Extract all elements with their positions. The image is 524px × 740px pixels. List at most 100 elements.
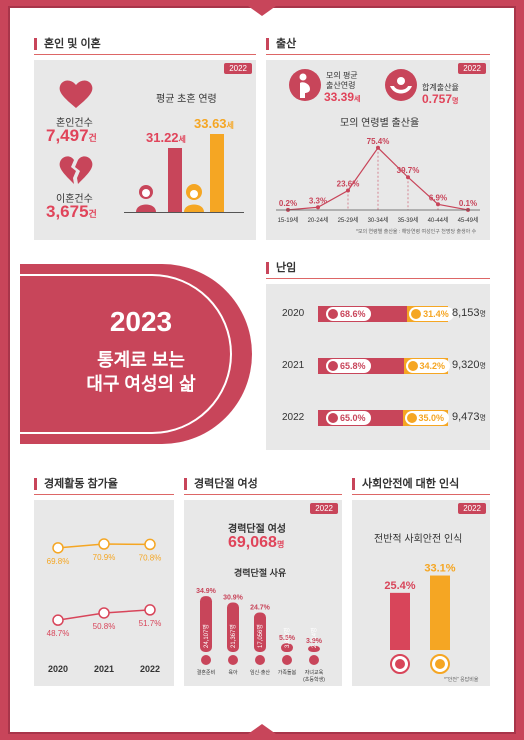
reason-icon: [255, 655, 265, 665]
data-label: 23.6%: [337, 180, 360, 189]
broken-heart-icon: [59, 156, 93, 184]
birth-chart-title: 모의 연령별 출산율: [340, 118, 420, 129]
x-tick-label: 육아: [228, 669, 238, 676]
groom-icon: [136, 185, 156, 212]
x-tick-label: 자녀교육: [305, 669, 324, 676]
marriage-divider: [34, 54, 256, 55]
infertility-year: 2020: [282, 308, 305, 319]
x-tick-label: 25-29세: [338, 216, 359, 224]
data-point: [316, 205, 320, 210]
count-label: 17,056명: [256, 624, 264, 648]
career-divider: [184, 494, 342, 495]
fertility-unit: 명: [452, 98, 459, 105]
x-tick-label: 15-19세: [278, 216, 299, 224]
marriage-section-title: 혼인 및 이혼: [34, 38, 101, 50]
reason-title: 경력단절 사유: [234, 568, 287, 578]
age-baseline: [124, 212, 244, 213]
infertility-divider: [266, 278, 490, 279]
data-label: 5.5%: [279, 635, 296, 642]
data-label: 24.7%: [250, 604, 271, 611]
data-label: 0.1%: [459, 199, 477, 208]
data-label: 70.8%: [139, 553, 162, 562]
divorce-count-unit: 건: [88, 209, 97, 219]
economic-divider: [34, 494, 174, 495]
infertility-label-a: 68.6%: [326, 307, 371, 321]
year-badge: 2022: [310, 503, 338, 514]
career-panel: 2022 경력단절 여성 69,068명 경력단절 사유 34.9% 24,107…: [184, 500, 342, 686]
career-bar: [227, 602, 239, 652]
count-label: 2,714명: [310, 627, 318, 648]
x-tick-label: 30-34세: [368, 216, 389, 224]
marriage-count-label: 혼인건수: [56, 118, 93, 129]
reason-icon: [201, 655, 211, 665]
infertility-row: 2022 65.0% 35.0% 9,473명: [266, 408, 490, 428]
career-unit: 명: [276, 540, 285, 549]
reason-icon: [309, 655, 319, 665]
economic-participation-chart: 69.8% 70.9% 70.8% 48.7% 50.8% 51.7% 2020 2021 20…: [47, 538, 162, 674]
data-point: [144, 538, 156, 551]
data-point: [346, 188, 350, 193]
banner-line-2: 통계로 보는: [97, 350, 185, 370]
female-age-unit: 세: [226, 121, 234, 130]
data-label: 50.8%: [93, 622, 116, 631]
data-point: [406, 175, 410, 180]
x-tick-label: (초등학생): [303, 676, 325, 683]
bottom-notch: [248, 724, 276, 734]
x-tick-label: 임신·출산: [250, 669, 270, 676]
safety-divider: [352, 494, 490, 495]
career-title: 경력단절 여성: [228, 524, 286, 535]
count-label: 24,107명: [202, 624, 210, 648]
safety-bar: [390, 592, 410, 650]
gender-icon-face: [435, 659, 445, 669]
x-tick-label: 20-24세: [308, 216, 329, 224]
mother-age-value: 33.39: [324, 90, 355, 104]
infertility-count: 8,153명: [452, 307, 486, 319]
infertility-row: 2021 65.8% 34.2% 9,320명: [266, 356, 490, 376]
male-age-bar: [168, 148, 182, 212]
safety-title: 전반적 사회안전 인식: [374, 534, 463, 545]
x-tick-label: 결혼준비: [197, 669, 215, 676]
data-label: 33.1%: [424, 563, 455, 575]
x-tick-label: 2021: [94, 664, 114, 674]
infertility-year: 2021: [282, 360, 305, 371]
divorce-count-value: 3,675: [46, 202, 89, 221]
female-age-value: 33.63: [194, 116, 227, 131]
year-badge: 2022: [458, 63, 486, 74]
banner-line-3: 대구 여성의 삶: [86, 374, 196, 394]
data-label: 51.7%: [139, 619, 162, 628]
safety-panel: 2022 전반적 사회안전 인식 25.4% 33.1% *"안전" 응답비율: [352, 500, 490, 686]
data-label: 39.7%: [397, 166, 420, 175]
title-banner: 2023 통계로 보는 대구 여성의 삶: [20, 264, 252, 444]
career-value: 69,068: [228, 534, 277, 551]
birth-divider: [266, 54, 490, 55]
banner-year: 2023: [109, 306, 173, 337]
safety-bar: [430, 575, 450, 650]
x-tick-label: 45-49세: [458, 216, 479, 224]
x-tick-label: 2020: [48, 664, 68, 674]
infertility-label-b: 34.2%: [405, 359, 451, 373]
reason-icon: [282, 655, 292, 665]
data-label: 75.4%: [367, 137, 390, 146]
x-tick-label: 2022: [140, 664, 160, 674]
infertility-count: 9,473명: [452, 411, 486, 423]
gender-icon-face: [395, 659, 405, 669]
infertility-label-a: 65.8%: [326, 359, 371, 373]
data-label: 3.3%: [309, 196, 327, 205]
safety-perception-chart: 25.4% 33.1%: [384, 563, 456, 674]
infertility-panel: 2020 68.6% 31.4% 8,153명 2021 65.8% 34.2% 9,320명…: [266, 284, 490, 450]
career-bar: [254, 612, 266, 652]
birth-section-title: 출산: [266, 38, 296, 50]
male-age-unit: 세: [178, 135, 186, 144]
x-tick-label: 35-39세: [398, 216, 419, 224]
x-tick-label: 40-44세: [428, 216, 449, 224]
fertility-label: 합계출산율: [422, 83, 459, 92]
x-tick-label: 가족돌봄: [278, 669, 297, 676]
top-notch: [248, 6, 276, 16]
mother-label-2: 출산연령: [326, 81, 356, 90]
infertility-year: 2022: [282, 412, 305, 423]
age-title: 평균 초혼 연령: [156, 94, 217, 105]
infertility-label-b: 35.0%: [404, 411, 450, 425]
career-bar: [308, 645, 320, 652]
data-point: [52, 542, 64, 554]
